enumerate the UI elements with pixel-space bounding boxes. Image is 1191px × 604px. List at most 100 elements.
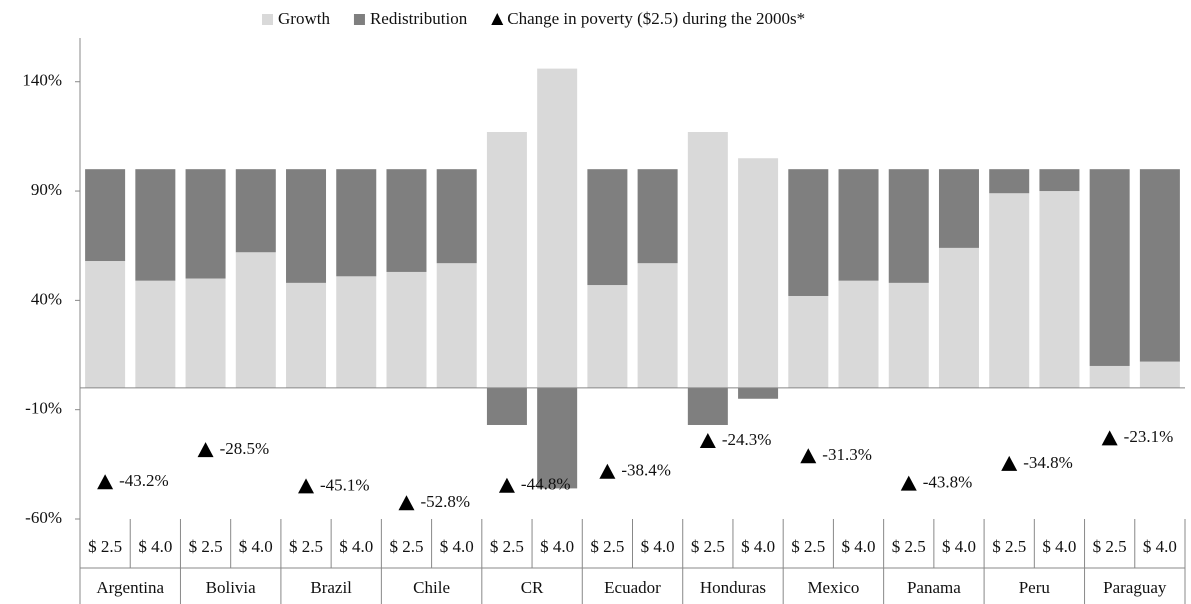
marker <box>197 442 214 458</box>
bar <box>1139 169 1180 362</box>
bar <box>637 263 678 388</box>
bar <box>1039 169 1080 192</box>
bar <box>738 387 779 399</box>
x-tick-label: $ 2.5 <box>791 537 825 556</box>
x-tick-label: $ 2.5 <box>88 537 122 556</box>
marker-label: -44.8% <box>521 475 571 494</box>
bar <box>537 68 578 388</box>
x-tick-label: $ 4.0 <box>741 537 775 556</box>
x-tick-label: $ 2.5 <box>490 537 524 556</box>
x-tick-label: $ 4.0 <box>239 537 273 556</box>
legend-swatch <box>262 14 273 25</box>
bar <box>1039 191 1080 388</box>
x-tick-label: $ 4.0 <box>842 537 876 556</box>
marker <box>699 432 716 448</box>
bar <box>185 278 226 388</box>
bar <box>1089 365 1130 388</box>
x-tick-label: $ 2.5 <box>289 537 323 556</box>
bar <box>687 387 728 425</box>
marker-label: -24.3% <box>722 430 772 449</box>
marker-label: -45.1% <box>320 475 370 494</box>
bar <box>637 169 678 264</box>
bar <box>938 169 979 248</box>
x-tick-label: $ 4.0 <box>138 537 172 556</box>
x-tick-label: $ 4.0 <box>641 537 675 556</box>
bar <box>788 295 829 388</box>
marker <box>1001 455 1018 471</box>
marker-label: -34.8% <box>1023 453 1073 472</box>
marker-label: -43.2% <box>119 471 169 490</box>
marker-label: -38.4% <box>621 461 671 480</box>
bar <box>587 169 628 286</box>
x-tick-label: $ 2.5 <box>992 537 1026 556</box>
bar <box>486 387 527 425</box>
legend-label: Growth <box>278 9 330 28</box>
group-label: Chile <box>413 578 450 597</box>
marker <box>498 477 515 493</box>
x-tick-label: $ 2.5 <box>389 537 423 556</box>
bar <box>336 169 377 277</box>
bar <box>436 263 477 388</box>
group-label: Bolivia <box>206 578 257 597</box>
x-tick-label: $ 2.5 <box>590 537 624 556</box>
marker-label: -43.8% <box>923 472 973 491</box>
bar <box>738 158 779 388</box>
bar <box>336 276 377 388</box>
legend-label: Redistribution <box>370 9 468 28</box>
bar <box>1089 169 1130 366</box>
x-tick-label: $ 2.5 <box>892 537 926 556</box>
y-tick-label: 140% <box>22 71 62 90</box>
bar <box>235 169 276 253</box>
bar <box>838 280 879 388</box>
bar <box>989 169 1030 194</box>
group-label: Brazil <box>310 578 352 597</box>
bar <box>687 132 728 388</box>
bar <box>286 282 327 388</box>
bar <box>938 247 979 388</box>
group-label: Argentina <box>96 578 164 597</box>
marker <box>97 474 114 490</box>
group-label: Panama <box>907 578 961 597</box>
x-tick-label: $ 2.5 <box>691 537 725 556</box>
x-tick-label: $ 4.0 <box>339 537 373 556</box>
group-label: Peru <box>1019 578 1051 597</box>
marker <box>298 478 315 494</box>
bar <box>838 169 879 281</box>
bar <box>235 252 276 388</box>
bar <box>989 193 1030 388</box>
bar <box>788 169 829 296</box>
y-tick-label: 90% <box>31 180 62 199</box>
x-tick-label: $ 4.0 <box>540 537 574 556</box>
bar <box>587 285 628 388</box>
bar <box>888 282 929 388</box>
marker <box>900 475 917 491</box>
group-label: Paraguay <box>1103 578 1167 597</box>
y-tick-label: -60% <box>25 508 62 527</box>
marker <box>599 463 616 479</box>
x-tick-label: $ 4.0 <box>1042 537 1076 556</box>
bar <box>185 169 226 279</box>
y-tick-label: 40% <box>31 289 62 308</box>
marker <box>800 448 817 464</box>
bar <box>135 169 176 281</box>
bar <box>436 169 477 264</box>
bar <box>888 169 929 283</box>
group-label: Mexico <box>807 578 859 597</box>
legend-swatch <box>353 14 365 25</box>
marker-label: -28.5% <box>220 439 270 458</box>
bar <box>1139 361 1180 388</box>
legend-label: Change in poverty ($2.5) during the 2000… <box>507 9 805 28</box>
bar <box>85 169 126 262</box>
marker-label: -23.1% <box>1124 427 1174 446</box>
x-tick-label: $ 4.0 <box>440 537 474 556</box>
bar <box>537 387 578 489</box>
x-tick-label: $ 4.0 <box>1143 537 1177 556</box>
group-label: Ecuador <box>604 578 661 597</box>
bar <box>286 169 327 283</box>
bar <box>486 132 527 388</box>
marker <box>1101 430 1118 446</box>
bar <box>386 271 427 388</box>
x-tick-label: $ 2.5 <box>1093 537 1127 556</box>
x-tick-label: $ 4.0 <box>942 537 976 556</box>
